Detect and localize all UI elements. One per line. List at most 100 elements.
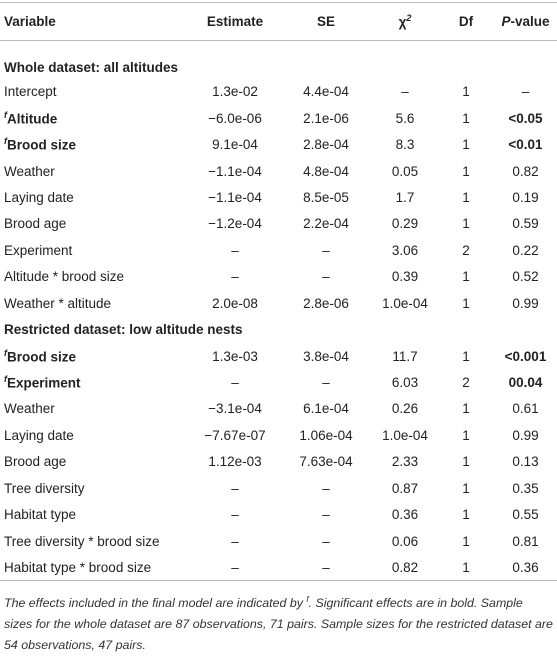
value-cell: 1.12e-03 [208,454,262,470]
value-cell: – [322,507,330,523]
variable-name: Weather * altitude [4,295,112,311]
value-cell: – [231,533,239,549]
value-cell: 2.2e-04 [303,216,349,232]
value-cell: 0.26 [391,401,419,417]
variable-name: Tree diversity [4,480,85,496]
variable-name: Weather [4,401,55,417]
final-model-mark: f [4,136,7,147]
value-cell: 1.3e-02 [212,84,258,100]
variable-cell: fBrood size [0,343,190,369]
data-row: Tree diversity * brood size – – 0.06 1 0.81 [0,528,557,554]
data-row: Habitat type – – 0.36 1 0.55 [0,502,557,528]
value-cell: <0.001 [504,348,547,364]
value-cell: 1 [462,189,470,205]
variable-name: Tree diversity * brood size [4,533,160,549]
variable-name: Experiment [7,375,81,391]
data-row: Weather * altitude 2.0e-08 2.8e-06 1.0e-04 1… [0,290,557,316]
value-cell: 1 [462,533,470,549]
value-cell: 0.29 [391,216,419,232]
variable-cell: Weather [0,158,190,184]
value-cell: – [401,84,409,100]
data-row: Brood age 1.12e-03 7.63e-04 2.33 1 0.13 [0,449,557,475]
value-cell: 0.52 [512,269,539,285]
section-row: Restricted dataset: low altitude nests [0,316,557,342]
value-cell: 11.7 [392,348,418,364]
data-row: Laying date −1.1e-04 8.5e-05 1.7 1 0.19 [0,184,557,210]
column-header: χ2 [372,2,438,41]
table-body: Whole dataset: all altitudes Intercept 1.3… [0,41,557,582]
variable-cell: Weather [0,396,190,422]
value-cell: 4.4e-04 [303,84,349,100]
value-cell: −7.67e-07 [204,427,266,443]
data-row: Altitude * brood size – – 0.39 1 0.52 [0,264,557,290]
value-cell: 6.03 [391,375,419,391]
value-cell: 1 [462,348,470,364]
value-cell: 8.3 [395,137,415,153]
value-cell: 1 [462,216,470,232]
data-row: fAltitude −6.0e-06 2.1e-06 5.6 1 <0.05 [0,105,557,131]
value-cell: – [231,480,239,496]
variable-cell: Altitude * brood size [0,264,190,290]
value-cell: 0.87 [391,480,419,496]
variable-name: Experiment [4,242,73,258]
variable-cell: Brood age [0,211,190,237]
value-cell: 4.8e-04 [303,163,349,179]
value-cell: 1 [462,401,470,417]
variable-name: Brood size [7,349,77,365]
data-row: Habitat type * brood size – –0.82 1 0.36 [0,554,557,582]
header-text: Variable [4,14,56,29]
value-cell: <0.01 [508,137,543,153]
column-header: SE [280,2,372,41]
value-cell: 3.06 [391,242,419,258]
value-cell: 00.04 [508,375,543,391]
value-cell: 0.36 [391,507,419,523]
value-cell: 0.36 [494,554,557,582]
variable-name: Altitude [7,111,58,127]
value-cell: 1.0e-04 [382,427,428,443]
value-cell: – [190,554,280,582]
value-cell: – [521,84,530,100]
data-row: Intercept 1.3e-02 4.4e-04 – 1 – [0,79,557,105]
variable-name: Altitude * brood size [4,269,125,285]
value-cell: −6.0e-06 [208,110,262,126]
variable-cell: Habitat type * brood size [0,554,190,582]
value-cell: 2.0e-08 [212,295,258,311]
header-row: Variable Estimate SE χ2 Df P-value [0,2,557,41]
header-italic: P [501,14,511,29]
value-cell: 0.55 [512,507,539,523]
value-cell: 3.8e-04 [303,348,349,364]
data-row: Weather −1.1e-04 4.8e-04 0.05 1 0.82 [0,158,557,184]
variable-name: Intercept [4,84,57,100]
value-cell: 0.59 [512,216,539,232]
value-cell: −3.1e-04 [208,401,262,417]
value-cell: 1 [462,84,470,100]
variable-cell: fExperiment [0,369,190,395]
value-cell: 0.05 [391,163,419,179]
value-cell: – [322,480,330,496]
value-cell: 0.61 [512,401,539,417]
value-cell: – [231,242,239,258]
footnote-text: The effects included in the final model … [4,596,307,611]
value-cell: – [322,533,330,549]
value-cell: 2 [462,375,470,391]
value-cell: 1 [462,137,470,153]
value-cell: 2.33 [391,454,419,470]
value-cell: 0.99 [512,295,539,311]
value-cell: 9.1e-04 [212,137,258,153]
value-cell: 1 [462,454,470,470]
column-header: Df [438,2,494,41]
value-cell: 0.39 [391,269,419,285]
table-header: Variable Estimate SE χ2 Df P-value [0,2,557,41]
variable-cell: Laying date [0,422,190,448]
value-cell: – [231,507,239,523]
value-cell: 2.8e-04 [303,137,349,153]
value-cell: 5.6 [395,110,415,126]
data-row: Brood age −1.2e-04 2.2e-04 0.29 1 0.59 [0,211,557,237]
data-row: Weather −3.1e-04 6.1e-04 0.26 1 0.61 [0,396,557,422]
variable-name: Laying date [4,189,74,205]
variable-cell: Brood age [0,449,190,475]
value-cell: 2.8e-06 [303,295,349,311]
value-cell: – [322,375,330,391]
value-cell: – [231,269,239,285]
